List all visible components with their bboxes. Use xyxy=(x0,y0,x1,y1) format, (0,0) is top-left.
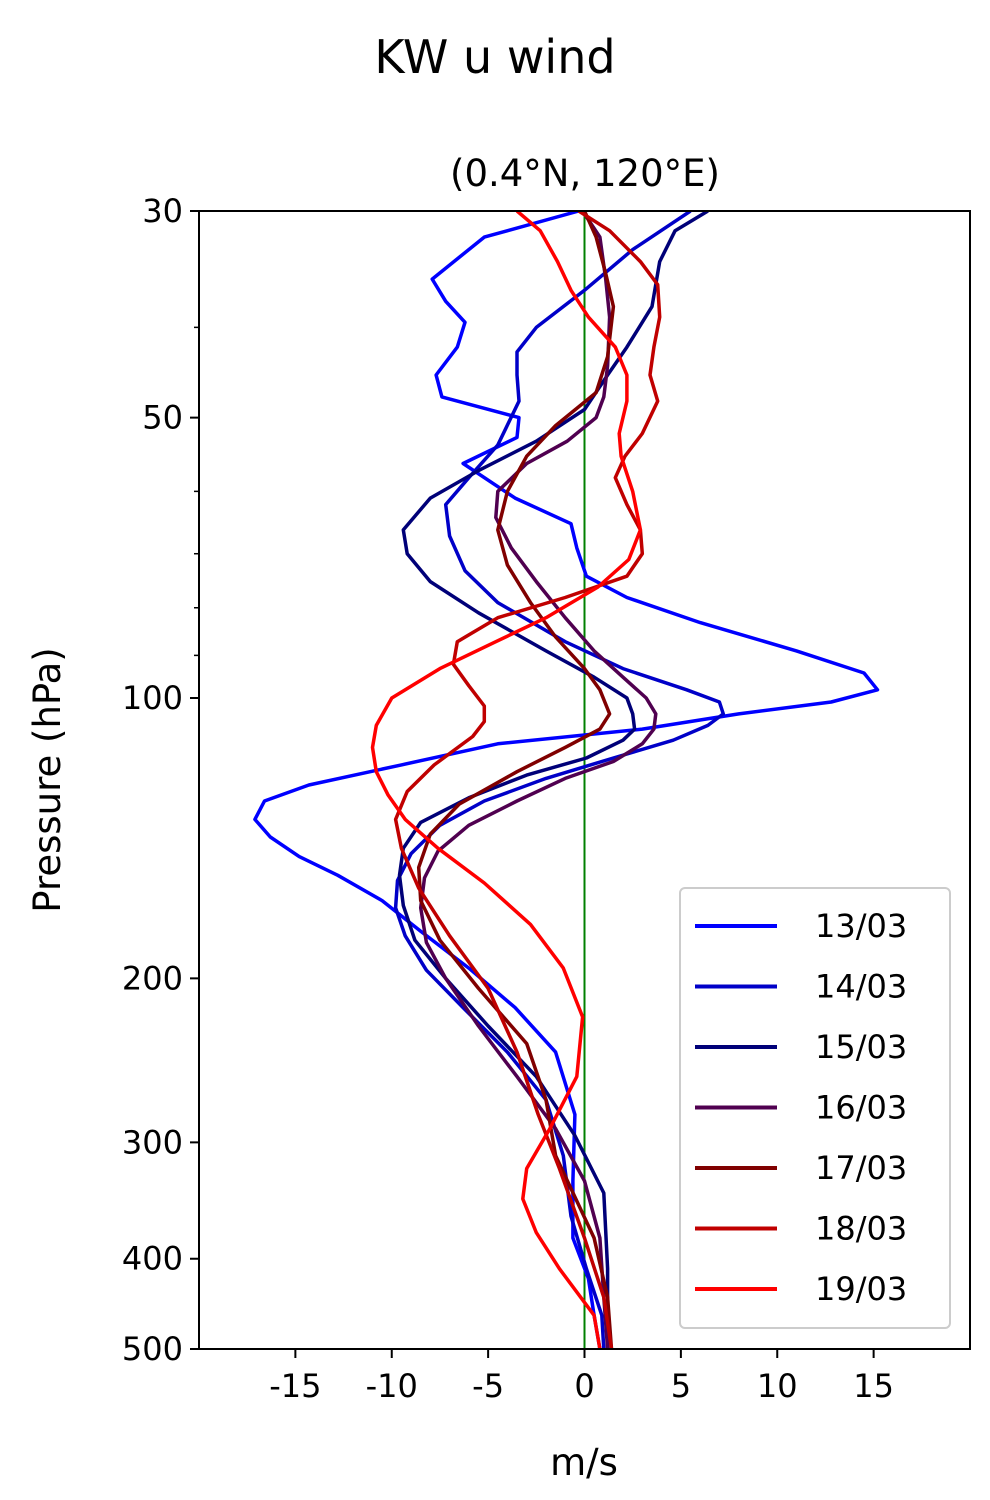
legend-label: 13/03 xyxy=(815,907,907,945)
legend-label: 14/03 xyxy=(815,968,907,1006)
y-axis-label: Pressure (hPa) xyxy=(26,647,69,912)
series-line-17-03 xyxy=(416,211,616,1349)
y-tick-label: 100 xyxy=(122,679,183,717)
legend-label: 15/03 xyxy=(815,1028,907,1066)
legend-label: 19/03 xyxy=(815,1270,907,1308)
y-tick-label: 500 xyxy=(122,1330,183,1368)
y-tick-label: 30 xyxy=(142,192,183,230)
x-tick-label: 15 xyxy=(853,1367,894,1405)
y-tick-label: 200 xyxy=(122,959,183,997)
series-line-18-03 xyxy=(393,211,662,1349)
legend-box xyxy=(679,887,951,1329)
x-tick-label: 10 xyxy=(757,1367,798,1405)
y-tick-label: 50 xyxy=(142,399,183,437)
y-tick-label: 400 xyxy=(122,1240,183,1278)
series-line-14-03 xyxy=(393,211,726,1349)
x-tick-label: -5 xyxy=(472,1367,504,1405)
x-tick-label: -15 xyxy=(269,1367,321,1405)
legend-label: 16/03 xyxy=(815,1089,907,1127)
x-tick-label: 0 xyxy=(574,1367,594,1405)
series-line-19-03 xyxy=(370,211,643,1349)
series-line-13-03 xyxy=(253,211,880,1349)
series-line-16-03 xyxy=(418,211,658,1349)
legend-label: 18/03 xyxy=(815,1210,907,1248)
x-axis-label: m/s xyxy=(550,1441,618,1484)
legend-label: 17/03 xyxy=(815,1149,907,1187)
y-tick-label: 300 xyxy=(122,1123,183,1161)
chart-title: KW u wind xyxy=(374,30,615,84)
chart-subtitle: (0.4°N, 120°E) xyxy=(450,152,720,195)
x-tick-label: 5 xyxy=(671,1367,691,1405)
x-tick-label: -10 xyxy=(366,1367,418,1405)
